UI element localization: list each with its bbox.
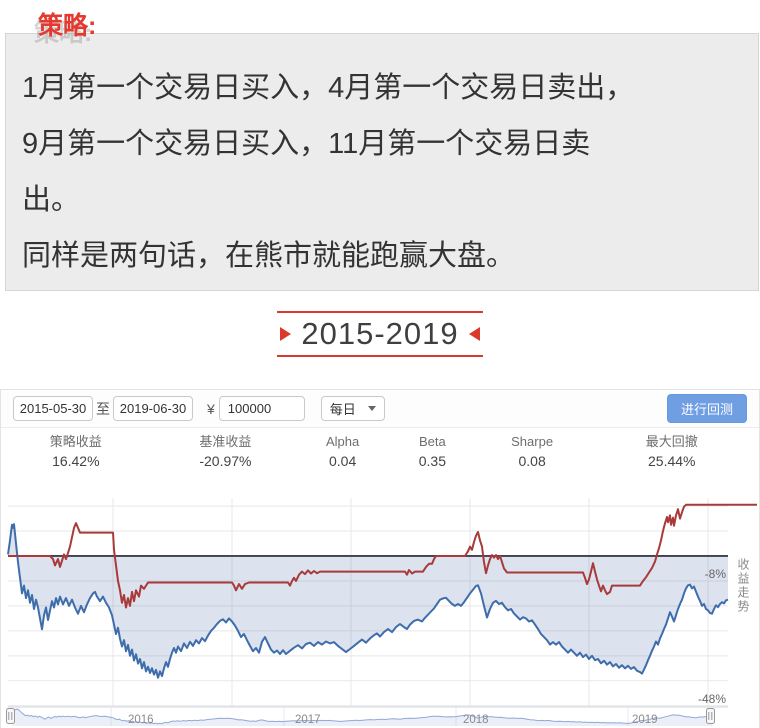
stat-benchmark-return: 基准收益 -20.97% [151, 432, 301, 472]
backtest-toolbar: 至 ¥ 每日 进行回测 [1, 390, 759, 428]
stat-value: -20.97% [199, 453, 252, 469]
navigator-right-handle[interactable] [706, 708, 715, 724]
benchmark-area [8, 524, 728, 678]
y-axis-title: 收益走势 [736, 558, 750, 614]
frequency-select[interactable]: 每日 [320, 396, 385, 421]
title-rule-top [277, 311, 483, 313]
title-rule-bottom [277, 355, 483, 357]
frequency-selected-value: 每日 [329, 402, 356, 417]
strategy-text-line: 9月第一个交易日买入，11月第一个交易日卖 [22, 128, 591, 160]
benchmark-series-line [7, 523, 729, 679]
stat-label: Beta [419, 434, 446, 449]
strategy-text-line: 出。 [22, 184, 81, 216]
chevron-down-icon [367, 406, 376, 411]
run-backtest-button[interactable]: 进行回测 [666, 394, 747, 423]
navigator-year-label: 2019 [632, 714, 658, 726]
returns-chart: -8% -48% 2016 2017 2018 2019 收益走势 [0, 472, 760, 728]
stat-label: Alpha [325, 434, 360, 449]
stats-row: 策略收益 16.42% 基准收益 -20.97% Alpha 0.04 Beta… [1, 428, 759, 472]
stat-sharpe: Sharpe 0.08 [480, 432, 585, 472]
stat-max-drawdown: 最大回撤 25.44% [584, 432, 759, 472]
strategy-series-line [8, 503, 757, 609]
stat-label: 基准收益 [199, 434, 252, 449]
date-range-to-label: 至 [96, 400, 110, 417]
initial-capital-input[interactable] [218, 396, 305, 421]
stat-value: 0.08 [518, 453, 546, 469]
stat-value: 0.04 [328, 453, 357, 469]
left-triangle-icon [468, 327, 480, 341]
navigator-series-line [11, 708, 713, 725]
stat-alpha: Alpha 0.04 [300, 432, 385, 472]
returns-chart-svg: -8% -48% 2016 2017 2018 2019 [6, 498, 757, 726]
page-title: 策略: [38, 12, 97, 40]
navigator-area [12, 709, 712, 726]
period-title-text: 2015-2019 [301, 316, 459, 351]
navigator-year-label: 2016 [128, 714, 154, 726]
stat-beta: Beta 0.35 [385, 432, 480, 472]
y-axis-label: -48% [698, 692, 726, 706]
stat-label: 最大回撤 [645, 434, 698, 449]
stat-value: 0.35 [418, 453, 446, 469]
strategy-description-box: 1月第一个交易日买入，4月第一个交易日卖出， 9月第一个交易日买入，11月第一个… [5, 33, 759, 291]
stat-strategy-return: 策略收益 16.42% [1, 432, 151, 472]
start-date-input[interactable] [13, 396, 93, 421]
period-title: 2015-2019 [0, 311, 760, 357]
navigator-left-handle[interactable] [6, 708, 15, 724]
end-date-input[interactable] [113, 396, 193, 421]
stat-value: 16.42% [52, 453, 100, 469]
strategy-text-line: 1月第一个交易日买入，4月第一个交易日卖出， [22, 72, 635, 104]
navigator-year-label: 2017 [295, 714, 321, 726]
currency-label: ¥ [207, 400, 215, 417]
right-triangle-icon [280, 327, 292, 341]
y-axis-label: -8% [705, 567, 727, 581]
strategy-text-line: 同样是两句话，在熊市就能跑赢大盘。 [22, 240, 516, 272]
stat-value: 25.44% [648, 453, 696, 469]
stat-label: 策略收益 [49, 434, 102, 449]
backtest-panel: 至 ¥ 每日 进行回测 策略收益 16.42% 基准收益 -20.97% Alp… [0, 389, 760, 728]
stat-label: Sharpe [511, 434, 554, 449]
navigator-year-label: 2018 [463, 714, 489, 726]
